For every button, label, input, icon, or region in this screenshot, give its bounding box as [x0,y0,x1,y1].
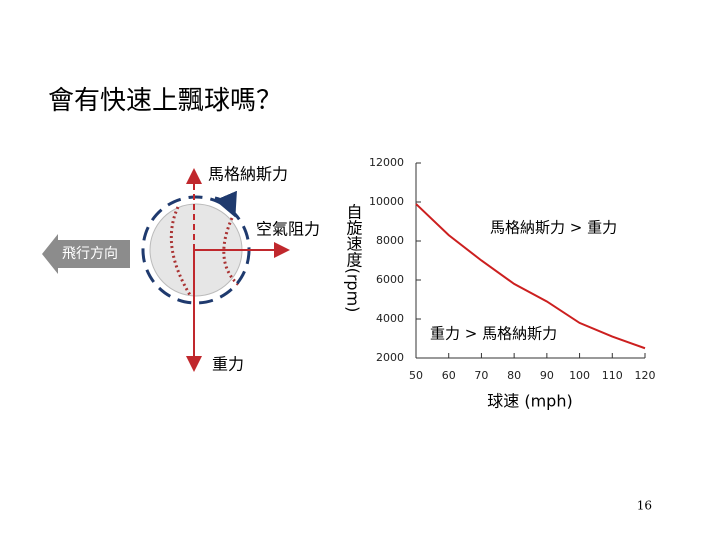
annotation: 馬格納斯力 > 重力 [490,219,617,237]
annotation: 重力 > 馬格納斯力 [430,325,557,343]
drag-label: 空氣阻力 [256,220,320,239]
magnus-label: 馬格納斯力 [208,165,288,184]
y-axis-label: 自旋速度(rpm) [344,204,363,313]
x-tick-label: 50 [409,369,423,382]
x-tick-label: 110 [602,369,623,382]
x-axis-label: 球速 (mph) [487,392,572,411]
y-tick-label: 12000 [369,156,404,169]
x-tick-label: 120 [635,369,656,382]
x-tick-label: 80 [507,369,521,382]
x-tick-label: 70 [474,369,488,382]
x-tick-label: 100 [569,369,590,382]
direction-label: 飛行方向 [62,246,118,262]
direction-arrow [42,234,130,274]
x-tick-label: 60 [442,369,456,382]
y-tick-label: 10000 [369,195,404,208]
y-tick-label: 4000 [376,312,404,325]
diagram: 飛行方向 馬格納斯力 空氣阻力 重力 [42,165,320,374]
gravity-label: 重力 [212,355,244,374]
y-tick-label: 2000 [376,351,404,364]
y-tick-label: 8000 [376,234,404,247]
slide-title: 會有快速上飄球嗎？ [48,86,282,116]
y-tick-label: 6000 [376,273,404,286]
page-number: 16 [637,499,652,513]
x-tick-label: 90 [540,369,554,382]
spin-arrow [214,190,237,218]
data-line [415,203,646,350]
